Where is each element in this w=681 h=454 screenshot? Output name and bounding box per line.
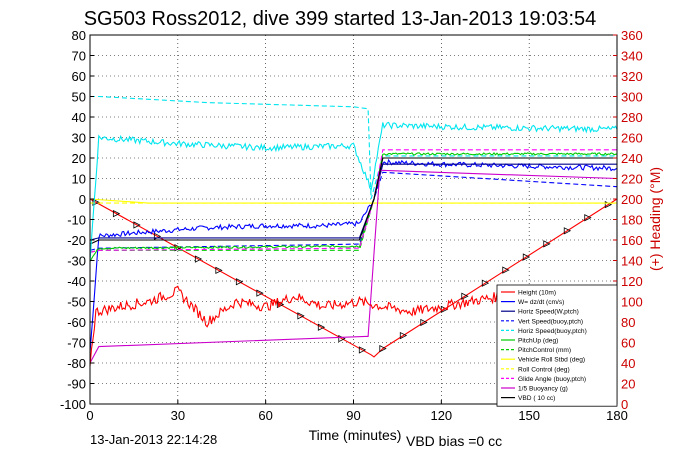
series-line-11 [89, 157, 617, 245]
series-line-5 [89, 152, 618, 262]
left-tick-label: -60 [67, 315, 86, 330]
left-tick-label: 30 [72, 131, 86, 146]
x-axis: 0 30 60 90 120 150 180 [86, 400, 628, 423]
right-tick-label: 40 [621, 356, 635, 371]
legend-label: W= dz/dt (cm/s) [518, 299, 564, 306]
legend-label: Horiz Speed(W,ptch) [518, 309, 579, 316]
x-tick-label: 180 [606, 408, 628, 423]
left-tick-label: -80 [67, 356, 86, 371]
x-tick-label: 60 [258, 408, 272, 423]
series-marker [215, 266, 223, 275]
right-tick-label: 20 [621, 377, 635, 392]
series-marker [563, 227, 572, 235]
legend-label: PitchUp (deg) [518, 338, 558, 345]
right-tick-label: 240 [621, 151, 643, 166]
series-marker [194, 255, 203, 263]
left-tick-label: 80 [72, 28, 86, 43]
legend-label: Roll Control (deg) [518, 366, 570, 373]
left-tick-label: -40 [67, 274, 86, 289]
left-tick-label: -90 [67, 377, 86, 392]
series-marker [379, 345, 387, 353]
series-marker [420, 318, 428, 327]
right-tick-label: 200 [621, 192, 643, 207]
right-tick-label: 100 [621, 295, 643, 310]
series-marker [399, 331, 408, 340]
left-axis: -100-90-80-70-60-50-40-30-20-10010203040… [60, 28, 94, 412]
x-tick-label: 90 [346, 408, 360, 423]
right-tick-label: 260 [621, 131, 643, 146]
series-line-4 [90, 95, 617, 200]
legend-label: PitchControl (mm) [518, 347, 571, 354]
series-marker [502, 266, 510, 274]
right-tick-label: 280 [621, 110, 643, 125]
right-axis: 0 20 40 60 80 100 120 140 160 180 200 220 240 260 280 3… [613, 28, 643, 412]
right-tick-label: 220 [621, 172, 643, 187]
series-marker [358, 346, 367, 354]
series-marker [133, 221, 141, 229]
right-tick-label: 340 [621, 49, 643, 64]
series-line-9 [89, 149, 617, 253]
right-tick-label: 180 [621, 213, 643, 228]
x-tick-label: 0 [86, 408, 93, 423]
series-marker [92, 198, 100, 206]
x-tick-label: 30 [171, 408, 185, 423]
right-tick-label: 320 [621, 69, 643, 84]
legend-label: 1/5 Buoyancy (g) [518, 386, 568, 393]
left-tick-label: -20 [67, 233, 86, 248]
series-line-12 [89, 121, 618, 262]
left-tick-label: -50 [67, 295, 86, 310]
left-tick-label: -70 [67, 336, 86, 351]
vbd-bias-footer: VBD bias =0 cc [406, 433, 502, 449]
right-tick-label: 60 [621, 336, 635, 351]
left-tick-label: -100 [60, 397, 86, 412]
series-marker [543, 240, 551, 248]
right-tick-label: 360 [621, 28, 643, 43]
right-tick-label: 140 [621, 254, 643, 269]
left-tick-label: 60 [72, 69, 86, 84]
legend-label: Height (10m) [518, 290, 556, 297]
series-marker [235, 278, 244, 286]
left-tick-label: -10 [67, 213, 86, 228]
right-tick-label: 160 [621, 233, 643, 248]
series-layer [89, 95, 618, 367]
legend-label: VBD ( 10 cc) [518, 395, 555, 402]
x-axis-label: Time (minutes) [309, 427, 402, 443]
series-marker [481, 279, 490, 287]
series-marker [317, 323, 326, 331]
right-tick-label: 0 [621, 397, 628, 412]
legend-label: Glide Angle (buoy,ptch) [518, 376, 586, 383]
series-marker [461, 292, 469, 300]
series-marker [112, 209, 121, 218]
series-marker [297, 312, 305, 320]
legend: Height (10m) W= dz/dt (cm/s) Horiz Speed(W… [496, 284, 618, 407]
left-tick-label: 70 [72, 49, 86, 64]
series-marker [522, 253, 531, 261]
left-tick-label: 0 [79, 192, 86, 207]
x-tick-label: 150 [518, 408, 540, 423]
right-tick-label: 120 [621, 274, 643, 289]
left-tick-label: 40 [72, 110, 86, 125]
series-marker [256, 289, 264, 297]
timestamp-footer: 13-Jan-2013 22:14:28 [90, 432, 217, 447]
left-tick-label: 50 [72, 90, 86, 105]
left-tick-label: 20 [72, 151, 86, 166]
series-marker [584, 214, 592, 222]
legend-label: Vehicle Roll Stbd (deg) [518, 357, 585, 364]
series-line-10 [89, 169, 618, 364]
chart-title: SG503 Ross2012, dive 399 started 13-Jan-… [84, 8, 597, 30]
legend-label: Horiz Speed(buoy,ptch) [518, 328, 587, 335]
right-axis-label: (+) Heading (°M) [647, 167, 663, 271]
legend-box [496, 284, 618, 407]
right-tick-label: 300 [621, 90, 643, 105]
series-line-3 [89, 171, 618, 251]
left-tick-label: 10 [72, 172, 86, 187]
x-tick-label: 120 [430, 408, 452, 423]
left-tick-label: -30 [67, 254, 86, 269]
legend-label: Vert Speed(buoy,ptch) [518, 318, 583, 325]
right-tick-label: 80 [621, 315, 635, 330]
